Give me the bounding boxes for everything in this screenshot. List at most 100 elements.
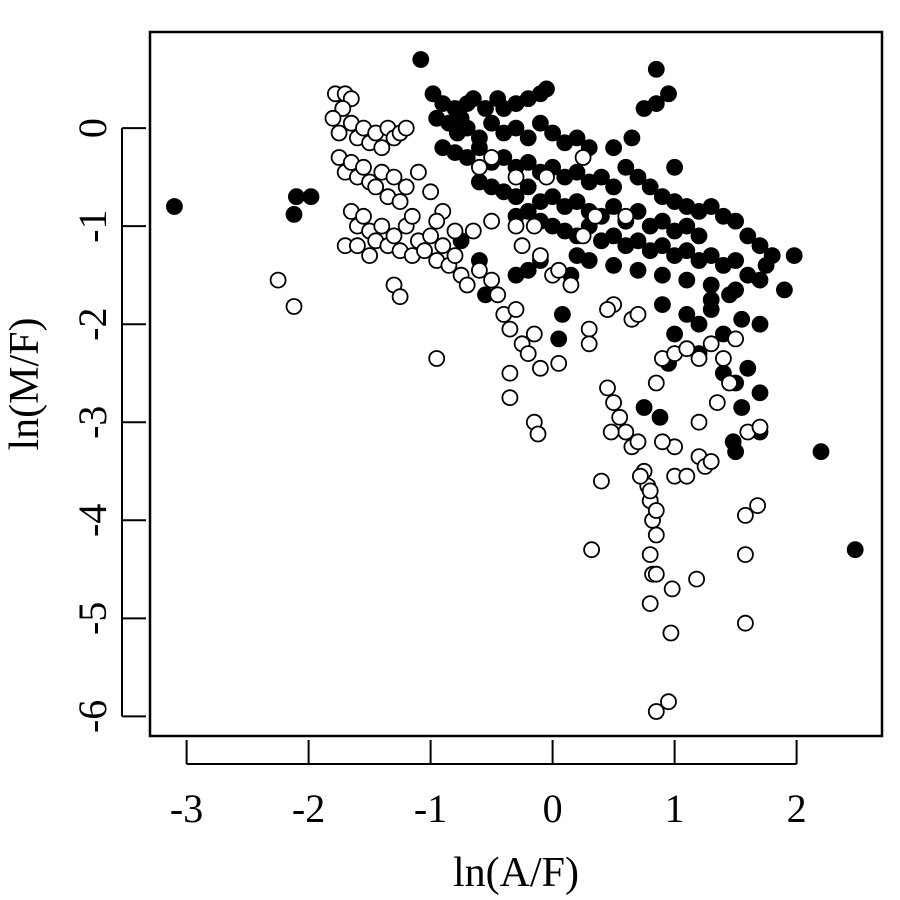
filled-point	[538, 80, 555, 98]
open-point	[678, 340, 696, 358]
filled-point	[165, 198, 183, 215]
open-point	[269, 271, 287, 289]
filled-point	[302, 188, 320, 206]
filled-point	[593, 168, 610, 186]
open-point	[513, 237, 531, 255]
filled-point	[739, 359, 757, 377]
open-point	[434, 237, 452, 255]
filled-point	[635, 399, 653, 416]
filled-point	[751, 237, 769, 255]
open-point	[737, 507, 754, 524]
filled-point	[458, 119, 476, 137]
open-point	[464, 222, 482, 240]
filled-point	[678, 242, 696, 260]
open-point	[737, 614, 754, 632]
filled-point	[580, 252, 598, 269]
open-point	[654, 433, 671, 451]
filled-point	[666, 158, 683, 176]
filled-point	[519, 129, 537, 147]
open-point	[428, 212, 446, 230]
filled-point	[507, 188, 525, 206]
x-tick-label: 0	[543, 786, 563, 831]
filled-point	[651, 408, 669, 426]
filled-point	[690, 315, 708, 333]
open-point	[678, 467, 696, 485]
open-point	[574, 149, 592, 166]
filled-point	[550, 330, 568, 348]
open-point	[737, 546, 754, 563]
filled-point	[544, 124, 561, 142]
filled-point	[678, 217, 696, 235]
data-points	[165, 51, 864, 720]
open-point	[580, 320, 598, 338]
open-point	[599, 379, 616, 397]
open-point	[688, 570, 705, 588]
open-point	[422, 183, 440, 201]
filled-point	[519, 202, 537, 220]
open-point	[662, 624, 680, 642]
open-point	[663, 580, 681, 598]
open-point	[409, 163, 427, 181]
filled-point	[654, 266, 671, 284]
y-tick-label: -5	[70, 602, 115, 635]
filled-point	[654, 212, 671, 230]
open-point	[574, 227, 592, 245]
filled-point	[568, 163, 586, 181]
x-tick-label: -3	[170, 786, 203, 831]
open-point	[721, 374, 738, 392]
filled-point	[568, 129, 586, 147]
x-tick-label: 2	[787, 786, 807, 831]
y-tick-label: -6	[70, 700, 115, 733]
filled-point	[785, 247, 803, 265]
filled-point	[702, 198, 720, 215]
open-point	[562, 276, 580, 294]
y-axis: -6 -5 -4 -3 -2 -1 0	[70, 118, 146, 733]
filled-point	[412, 51, 430, 68]
filled-point	[605, 139, 622, 157]
open-point	[285, 298, 303, 315]
open-point	[397, 119, 415, 137]
open-point	[532, 247, 549, 265]
open-point	[593, 472, 610, 490]
open-point	[583, 541, 600, 559]
filled-point	[647, 60, 665, 78]
open-point	[330, 124, 348, 142]
open-point	[348, 237, 366, 255]
open-point	[550, 261, 568, 279]
y-tick-label: 0	[70, 118, 115, 138]
open-point	[690, 413, 708, 431]
open-point	[629, 305, 647, 323]
filled-point	[751, 384, 769, 402]
y-axis-title: ln(M/F)	[2, 317, 48, 450]
open-point	[519, 345, 537, 363]
open-point	[483, 271, 501, 289]
x-axis-title: ln(A/F)	[453, 850, 579, 896]
filled-point	[287, 188, 305, 206]
filled-point	[751, 315, 769, 333]
filled-point	[727, 252, 744, 269]
filled-point	[605, 198, 622, 215]
open-point	[428, 350, 446, 367]
open-point	[647, 565, 665, 583]
open-point	[702, 453, 720, 470]
plot-frame	[148, 30, 884, 738]
filled-point	[721, 286, 738, 304]
open-point	[507, 217, 525, 235]
filled-point	[733, 399, 751, 416]
filled-point	[635, 100, 653, 117]
open-point	[422, 227, 440, 245]
filled-point	[623, 129, 641, 147]
y-tick-label: -3	[70, 406, 115, 439]
open-point	[647, 703, 665, 720]
filled-point	[519, 153, 537, 171]
filled-point	[678, 305, 696, 323]
open-point	[416, 242, 433, 260]
filled-point	[605, 227, 622, 245]
open-point	[715, 350, 732, 367]
filled-point	[739, 227, 757, 245]
filled-point	[477, 100, 494, 117]
filled-point	[554, 305, 571, 323]
open-point	[525, 217, 543, 235]
open-point	[483, 149, 501, 166]
x-tick-label: -1	[414, 786, 447, 831]
